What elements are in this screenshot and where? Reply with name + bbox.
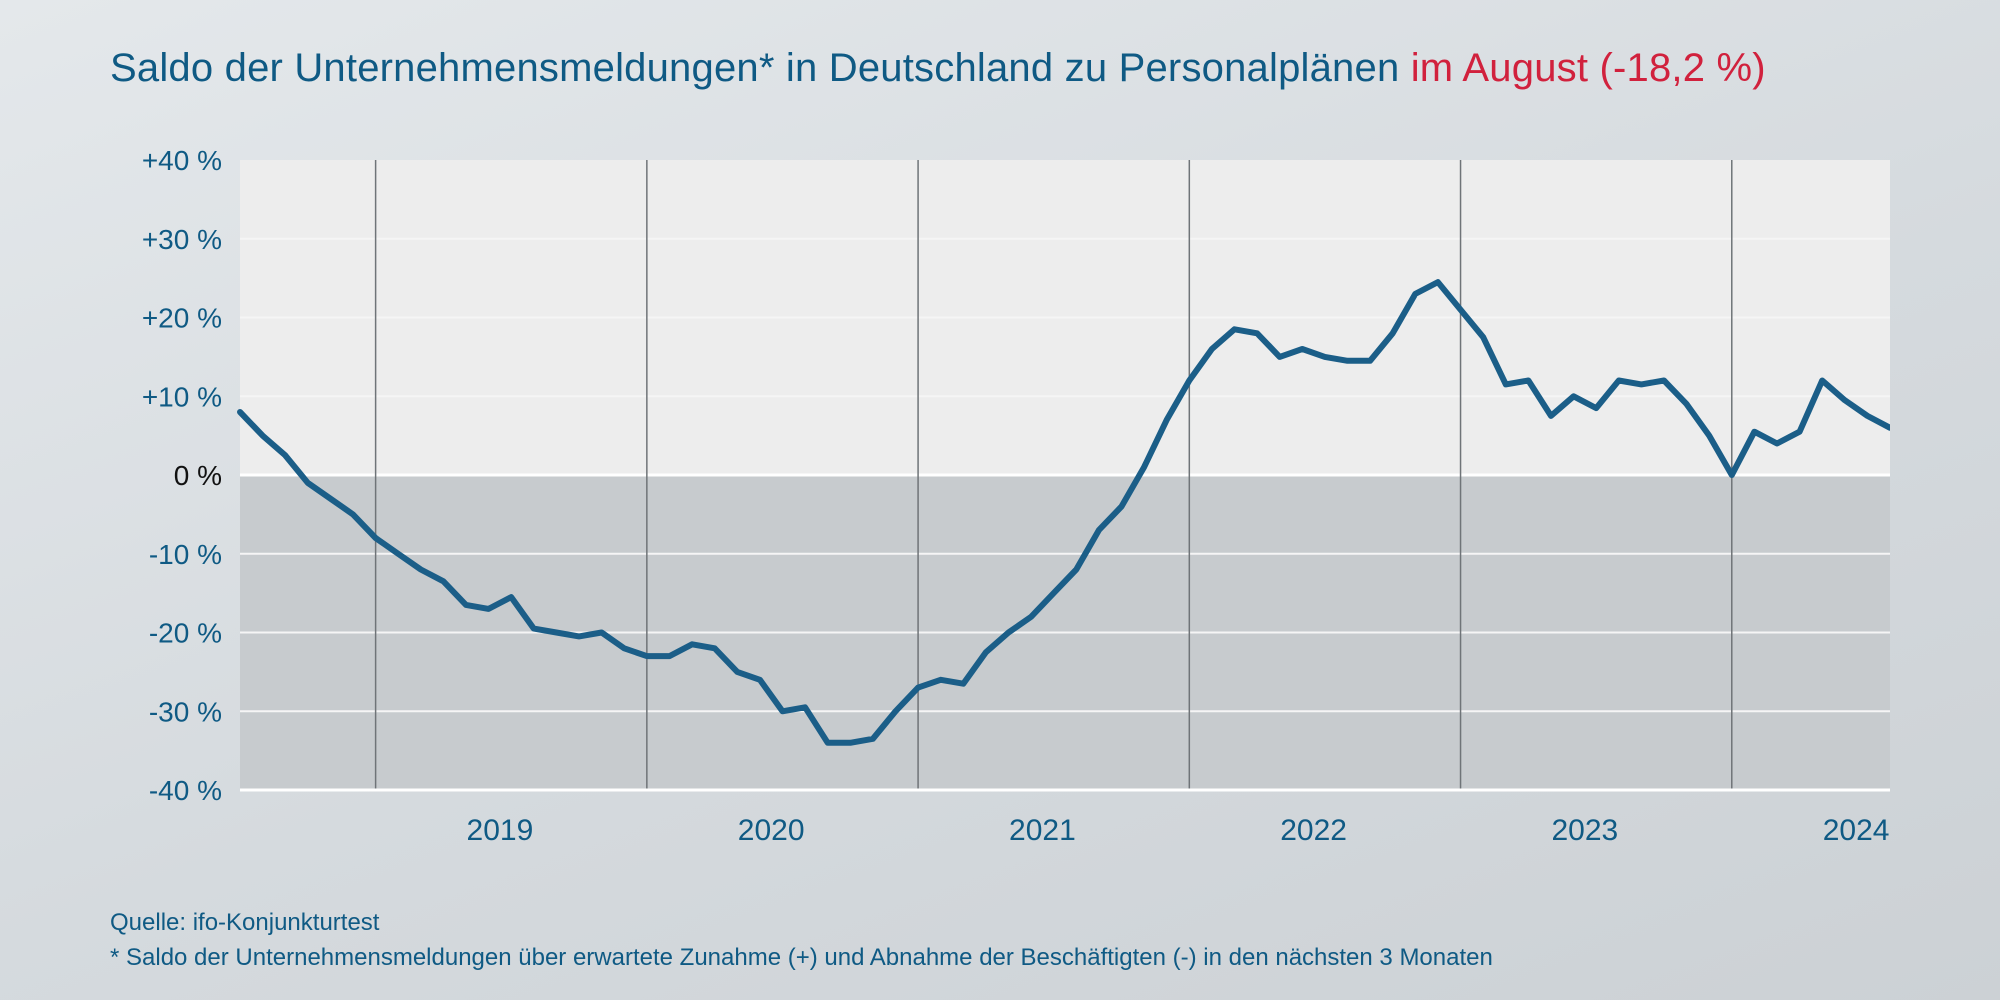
x-axis-label: 2023 — [1551, 814, 1618, 847]
x-axis-label: 2020 — [738, 814, 805, 847]
line-chart: +40 % +30 % +20 % +10 % 0 % -10 % -20 % -30 % -4… — [110, 130, 1890, 850]
y-axis-label: -40 % — [149, 775, 222, 806]
x-axis-label: 2024 — [1823, 814, 1890, 847]
y-axis-label: +40 % — [142, 145, 222, 176]
y-axis-label: +10 % — [142, 381, 222, 412]
chart-footnotes: Quelle: ifo-Konjunkturtest * Saldo der U… — [110, 906, 1493, 976]
y-axis-label: -20 % — [149, 618, 222, 649]
x-axis-label: 2021 — [1009, 814, 1076, 847]
x-axis-label: 2022 — [1280, 814, 1347, 847]
y-axis-label: +30 % — [142, 224, 222, 255]
chart-title-main: Saldo der Unternehmensmeldungen* in Deut… — [110, 46, 1411, 90]
y-axis-label: +20 % — [142, 303, 222, 334]
x-axis-label: 2019 — [467, 814, 534, 847]
y-axis-label: 0 % — [174, 460, 222, 491]
chart-title-highlight: im August (-18,2 %) — [1411, 46, 1766, 90]
footnote-explain: * Saldo der Unternehmensmeldungen über e… — [110, 941, 1493, 976]
y-axis-label: -30 % — [149, 696, 222, 727]
chart-title: Saldo der Unternehmensmeldungen* in Deut… — [110, 46, 1766, 91]
footnote-source: Quelle: ifo-Konjunkturtest — [110, 906, 1493, 941]
y-axis-label: -10 % — [149, 539, 222, 570]
